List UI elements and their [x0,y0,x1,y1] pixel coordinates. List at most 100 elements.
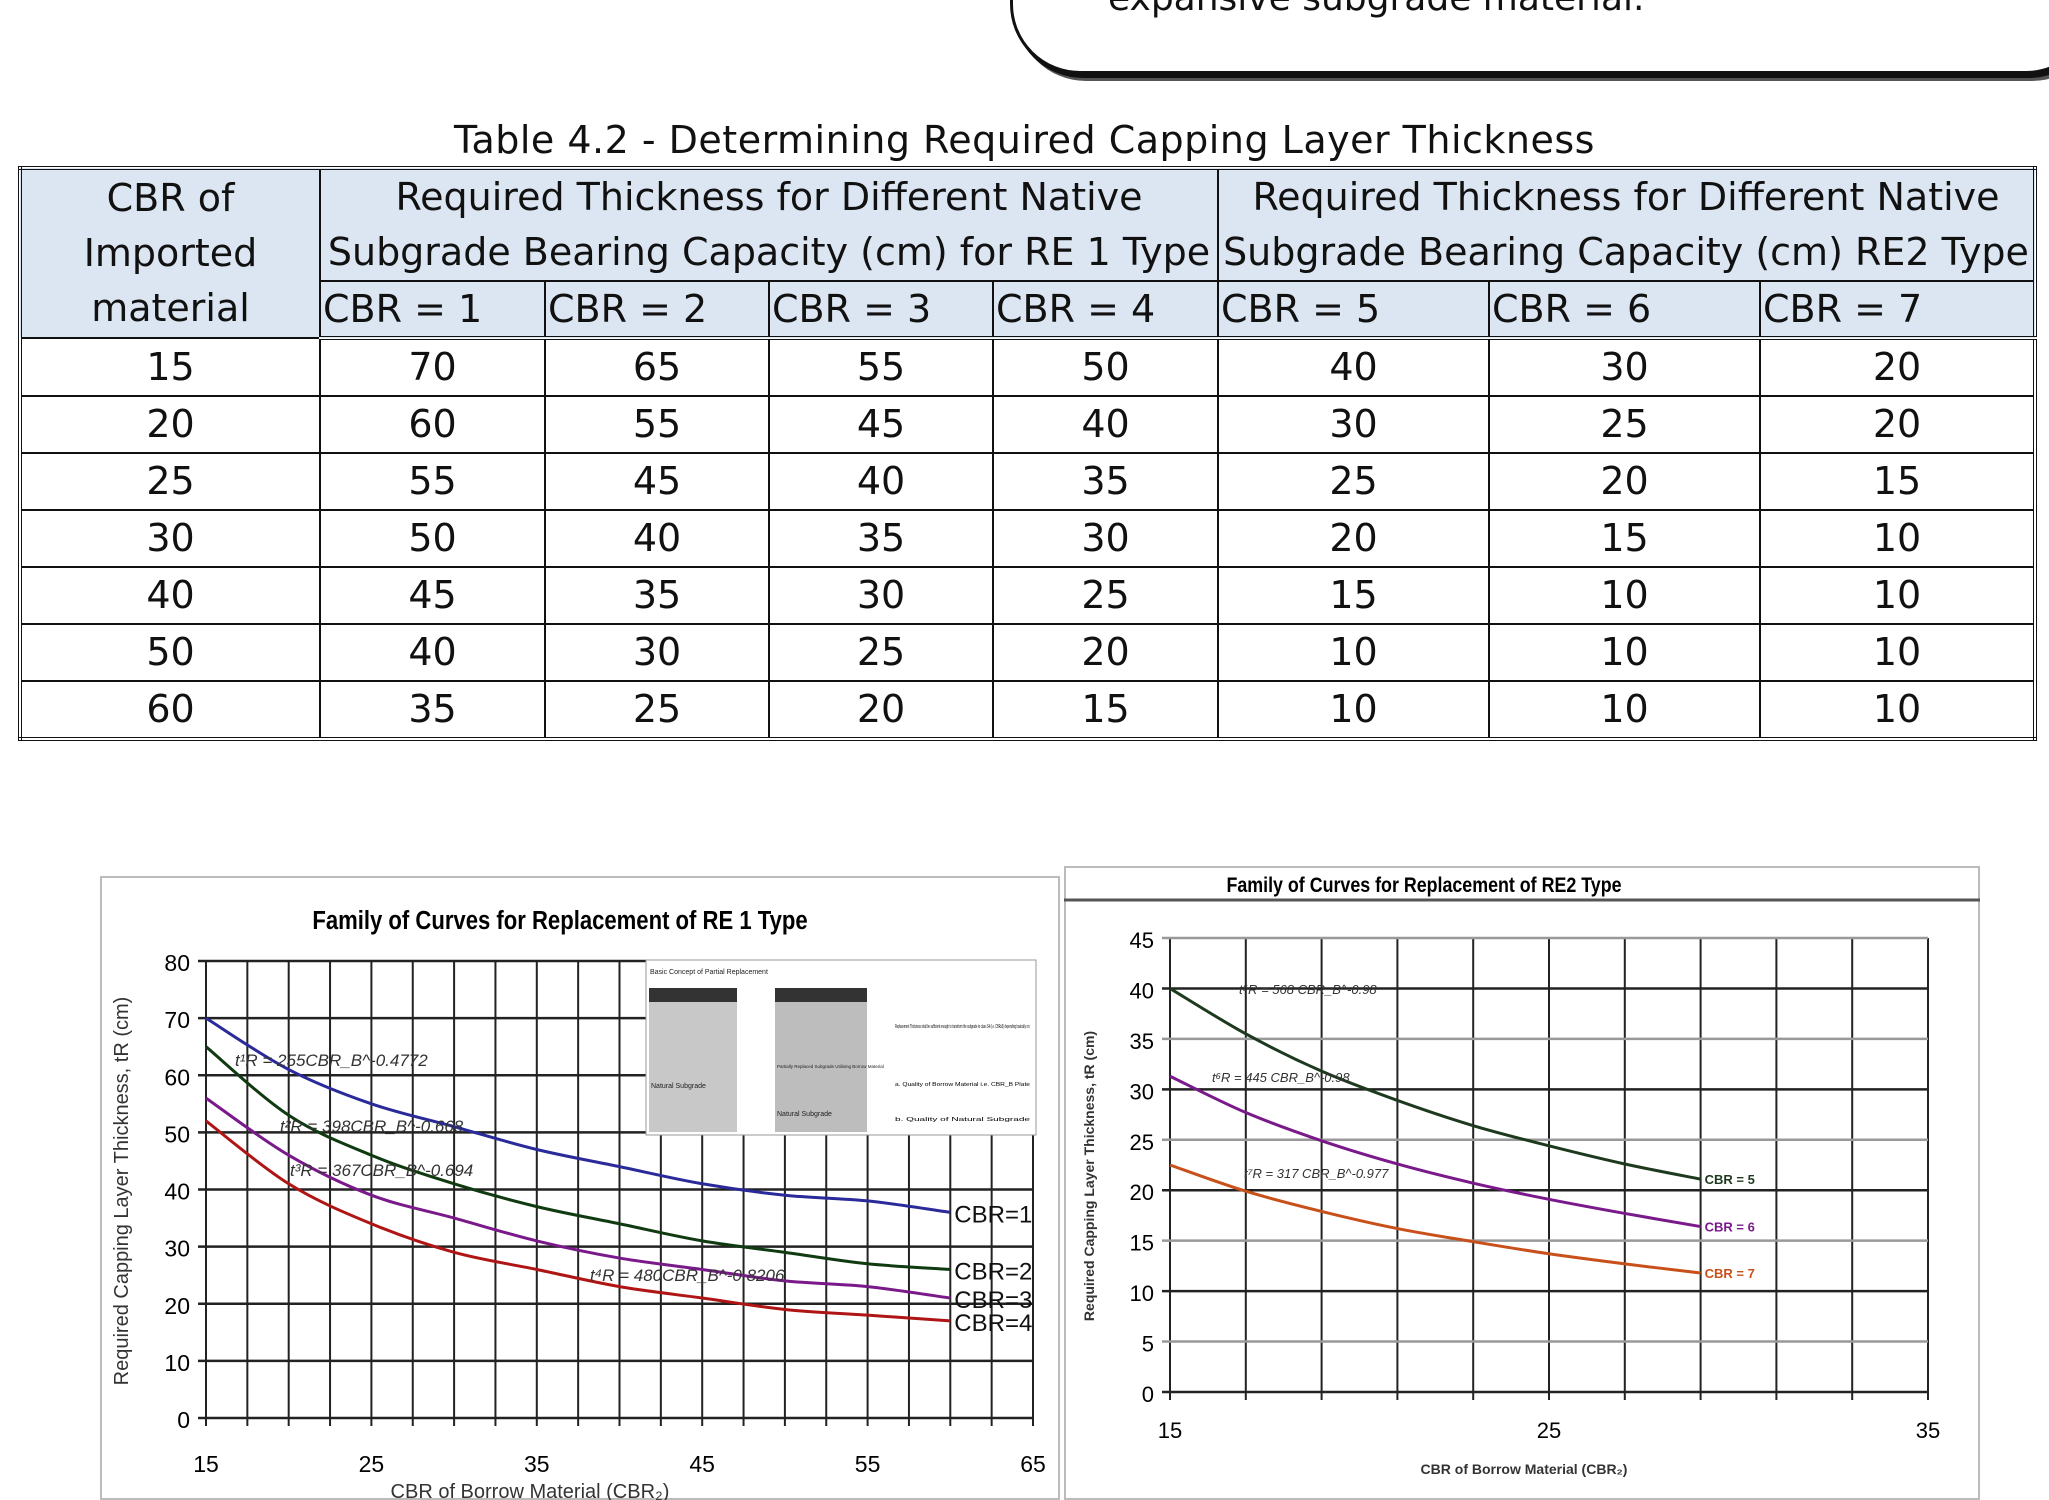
imported-cbr-cell: 60 [19,680,321,740]
series-label: CBR=2 [954,1258,1032,1285]
thickness-cell: 45 [544,452,770,511]
y-tick-label: 45 [1130,928,1154,953]
thickness-cell: 40 [544,509,770,568]
x-tick-label: 25 [1537,1418,1561,1443]
y-tick-label: 0 [177,1407,190,1433]
x-tick-label: 45 [689,1451,715,1477]
y-tick-label: 40 [164,1179,190,1205]
thickness-cell: 35 [992,452,1219,511]
x-tick-label: 15 [1158,1418,1182,1443]
x-tick-label: 35 [1916,1418,1940,1443]
thickness-cell: 35 [544,566,770,625]
x-tick-label: 25 [359,1451,385,1477]
y-tick-label: 0 [1142,1382,1154,1407]
thickness-cell: 10 [1217,680,1490,740]
imported-cbr-cell: 15 [19,337,321,397]
series-line-cbr7 [1169,1163,1701,1275]
imported-cbr-cell: 30 [19,509,321,568]
thickness-cell: 55 [319,452,546,511]
series-equation: t⁵R = 568 CBR_B^-0.98 [1239,982,1377,997]
thickness-cell: 20 [992,623,1219,682]
y-tick-label: 10 [1130,1281,1154,1306]
series-line-cbr6 [1169,1074,1701,1229]
series-label: CBR=4 [954,1310,1032,1337]
imported-cbr-cell: 25 [19,452,321,511]
imported-cbr-cell: 50 [19,623,321,682]
x-axis-label: CBR of Borrow Material (CBR₂) [391,1481,670,1500]
imported-cbr-cell: 20 [19,395,321,454]
chart-title: Family of Curves for Replacement of RE2 … [1226,874,1621,898]
y-tick-label: 10 [164,1350,190,1376]
table-row: 40 45 35 30 25 15 10 10 [19,566,2036,625]
sub-header-cbr-7: CBR = 7 [1759,280,2036,340]
thickness-cell: 30 [1217,395,1490,454]
x-tick-label: 65 [1020,1451,1046,1477]
partial-replacement-diagram: Basic Concept of Partial Replacement Natu… [645,959,1037,1136]
thickness-cell: 10 [1759,623,2036,682]
thickness-cell: 40 [768,452,994,511]
thickness-cell: 25 [768,623,994,682]
chart-frame [1064,866,1980,1500]
thickness-cell: 70 [319,337,546,397]
y-axis-label: Required Capping Layer Thickness, tR (cm… [1081,1031,1097,1321]
inset-label: Partially Replaced Subgrade Utilising Bo… [777,1064,884,1069]
y-tick-label: 30 [1130,1079,1154,1104]
x-axis-label: CBR of Borrow Material (CBR₂) [1421,1461,1628,1477]
thickness-cell: 10 [1488,566,1761,625]
subgrade-left [649,1002,737,1132]
thickness-cell: 45 [319,566,546,625]
inset-title: Basic Concept of Partial Replacement [650,969,768,976]
thickness-cell: 15 [1217,566,1490,625]
thickness-cell: 60 [319,395,546,454]
pavement-layer-left [649,988,737,1002]
y-tick-label: 20 [1130,1180,1154,1205]
thickness-cell: 25 [1217,452,1490,511]
thickness-cell: 15 [1488,509,1761,568]
thickness-cell: 65 [544,337,770,397]
thickness-cell: 55 [768,337,994,397]
table-row: 20 60 55 45 40 30 25 20 [19,395,2036,454]
inset-note: a. Quality of Borrow Material i.e. CBR_B… [895,1082,1030,1088]
x-tick-label: 15 [193,1451,219,1477]
thickness-cell: 10 [1759,566,2036,625]
thickness-cell: 55 [544,395,770,454]
y-tick-label: 25 [1130,1130,1154,1155]
capping-thickness-table: CBR of Imported material Required Thickn… [18,166,2037,741]
thickness-cell: 50 [992,337,1219,397]
y-tick-label: 15 [1130,1231,1154,1256]
sub-header-cbr-6: CBR = 6 [1488,280,1761,340]
note-callout-box [1010,0,2049,74]
series-equation: t¹R = 255CBR_B^-0.4772 [235,1051,428,1070]
thickness-cell: 35 [319,680,546,740]
thickness-cell: 25 [992,566,1219,625]
thickness-cell: 10 [1759,509,2036,568]
series-label: CBR = 5 [1705,1172,1755,1187]
sub-header-cbr-4: CBR = 4 [992,280,1219,340]
sub-header-cbr-5: CBR = 5 [1217,280,1490,340]
y-tick-label: 35 [1130,1029,1154,1054]
series-equation: t⁷R = 317 CBR_B^-0.977 [1244,1166,1389,1181]
series-label: CBR = 6 [1705,1220,1755,1235]
thickness-cell: 30 [1488,337,1761,397]
series-line-cbr3 [205,1096,951,1300]
y-tick-label: 20 [164,1293,190,1319]
thickness-cell: 20 [768,680,994,740]
series-line-cbr4 [205,1119,951,1323]
series-line-cbr5 [1169,987,1701,1181]
chart-title: Family of Curves for Replacement of RE 1… [312,906,807,935]
y-tick-label: 30 [164,1236,190,1262]
series-line-cbr1 [205,1016,951,1214]
group-header-re2: Required Thickness for Different Native … [1217,167,2036,282]
thickness-cell: 15 [1759,452,2036,511]
thickness-cell: 25 [1488,395,1761,454]
sub-header-cbr-1: CBR = 1 [319,280,546,340]
thickness-cell: 40 [1217,337,1490,397]
pavement-layer-right [775,988,867,1002]
thickness-cell: 40 [319,623,546,682]
series-label: CBR=1 [954,1201,1032,1228]
col-header-imported-cbr: CBR of Imported material [19,167,321,339]
y-tick-label: 60 [164,1064,190,1090]
thickness-cell: 20 [1488,452,1761,511]
thickness-cell: 10 [1759,680,2036,740]
inset-label: Natural Subgrade [651,1083,706,1090]
